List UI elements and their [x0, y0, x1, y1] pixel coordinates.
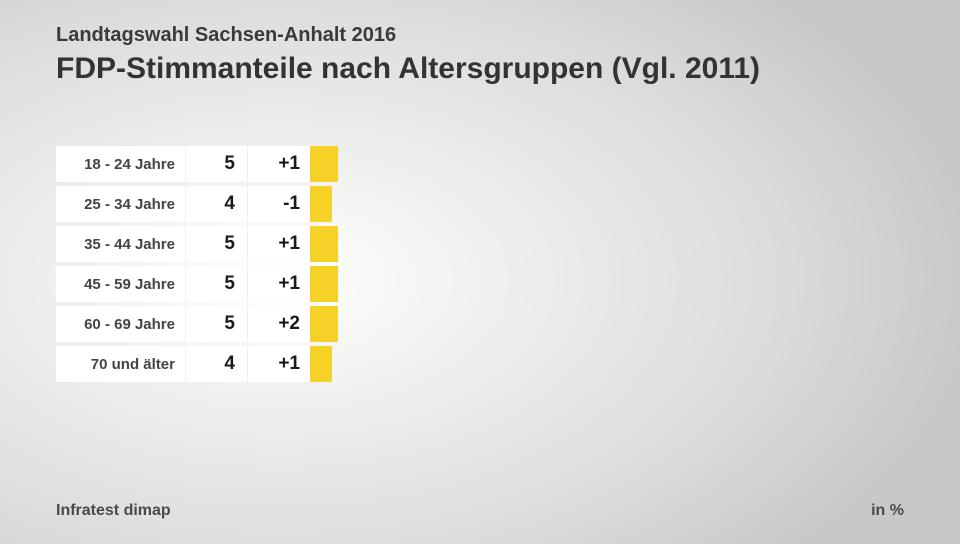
table-row: 35 - 44 Jahre5+1 — [56, 226, 870, 262]
age-group-label: 45 - 59 Jahre — [56, 266, 186, 302]
delta-cell: +1 — [248, 146, 310, 182]
bar-track — [310, 226, 870, 262]
chart-supertitle: Landtagswahl Sachsen-Anhalt 2016 — [56, 24, 396, 47]
age-group-label: 18 - 24 Jahre — [56, 146, 186, 182]
bar — [310, 266, 338, 302]
bar — [310, 306, 338, 342]
value-cell: 5 — [186, 306, 248, 342]
table-row: 18 - 24 Jahre5+1 — [56, 146, 870, 182]
delta-cell: +1 — [248, 266, 310, 302]
bar-track — [310, 186, 870, 222]
delta-cell: -1 — [248, 186, 310, 222]
table-row: 70 und älter4+1 — [56, 346, 870, 382]
delta-cell: +2 — [248, 306, 310, 342]
age-group-label: 35 - 44 Jahre — [56, 226, 186, 262]
delta-cell: +1 — [248, 226, 310, 262]
source-label: Infratest dimap — [56, 502, 171, 520]
chart-title: FDP-Stimmanteile nach Altersgruppen (Vgl… — [56, 52, 760, 86]
bar — [310, 346, 332, 382]
bar — [310, 146, 338, 182]
bar-track — [310, 146, 870, 182]
bar — [310, 186, 332, 222]
bar-track — [310, 306, 870, 342]
value-cell: 4 — [186, 186, 248, 222]
delta-cell: +1 — [248, 346, 310, 382]
unit-label: in % — [871, 502, 904, 520]
chart-area: 18 - 24 Jahre5+125 - 34 Jahre4-135 - 44 … — [56, 146, 870, 386]
table-row: 60 - 69 Jahre5+2 — [56, 306, 870, 342]
value-cell: 5 — [186, 146, 248, 182]
age-group-label: 25 - 34 Jahre — [56, 186, 186, 222]
bar — [310, 226, 338, 262]
value-cell: 4 — [186, 346, 248, 382]
table-row: 45 - 59 Jahre5+1 — [56, 266, 870, 302]
value-cell: 5 — [186, 266, 248, 302]
bar-track — [310, 266, 870, 302]
table-row: 25 - 34 Jahre4-1 — [56, 186, 870, 222]
bar-track — [310, 346, 870, 382]
age-group-label: 60 - 69 Jahre — [56, 306, 186, 342]
value-cell: 5 — [186, 226, 248, 262]
age-group-label: 70 und älter — [56, 346, 186, 382]
